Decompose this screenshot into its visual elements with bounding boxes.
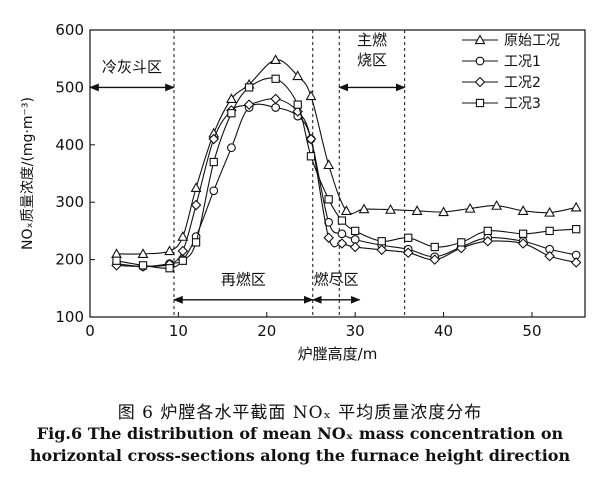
data-point [164,245,175,256]
data-point [336,238,348,249]
data-point [138,261,148,270]
region-label: 主燃 [357,31,387,49]
data-point [491,200,503,210]
data-point [377,237,386,246]
data-point [243,99,255,110]
data-point [324,195,333,204]
data-point [518,229,528,238]
data-point [225,93,237,104]
data-point [483,226,492,236]
y-tick-label: 200 [55,251,84,269]
data-point [292,70,304,81]
legend-marker [474,34,486,45]
figure-caption-english-line2: horizontal cross-sections along the furn… [29,446,571,465]
legend-label: 工况3 [504,96,541,112]
y-tick-label: 300 [55,193,84,211]
y-axis-label: NOₓ质量浓度/(mg·m⁻³) [20,97,36,250]
data-point [337,229,347,239]
data-point [572,225,581,234]
data-point [404,233,413,242]
data-point [305,133,317,145]
data-point [544,250,555,262]
data-point [208,133,220,145]
data-point [376,244,387,256]
data-point [323,232,334,244]
data-point [177,231,189,241]
data-point [438,206,450,217]
data-point [190,199,202,211]
data-point [570,257,582,268]
data-point [227,143,236,153]
legend-label: 工况2 [504,75,541,91]
data-point [358,203,370,214]
data-point [137,248,149,259]
data-point [570,201,582,212]
nox-chart: 0 10 20 30 40 50 100 200 300 400 500 600 炉膛高度/m NOₓ质量… [20,21,586,363]
x-tick-label: 20 [257,322,276,340]
data-point [306,152,316,161]
data-point [430,242,439,252]
data-point [351,226,360,236]
data-point [544,206,556,217]
x-tick-label: 40 [434,322,453,340]
region-label: 燃尽区 [314,270,359,288]
data-point [323,159,335,170]
data-point [457,238,466,247]
legend-label: 工况1 [504,54,541,70]
data-point [271,103,280,112]
y-tick-label: 400 [55,136,84,154]
data-point [244,83,254,92]
data-point [270,54,282,64]
plot-frame [89,29,586,318]
data-point [293,100,302,109]
data-point [270,93,281,105]
x-tick-label: 10 [169,322,188,340]
legend-marker [474,76,486,88]
legend-marker [475,98,485,108]
figure-caption-english-line1: Fig.6 The distribution of mean NOₓ mass … [36,424,564,443]
data-point [209,157,218,167]
data-point [464,202,476,213]
data-point [178,256,187,265]
x-tick-label: 50 [522,322,541,340]
data-point [517,238,529,249]
data-point [411,205,423,215]
x-tick-label: 30 [346,322,365,340]
region-label: 冷灰斗区 [102,58,162,76]
data-point [227,109,236,118]
data-point [517,205,529,215]
region-label: 再燃区 [221,270,266,288]
data-point [545,226,554,236]
data-point [385,204,396,214]
data-point [209,186,219,196]
series-line-4 [116,77,577,269]
y-tick-label: 100 [55,308,84,326]
data-point [340,205,352,215]
x-tick-label: 0 [85,322,95,340]
region-label: 烧区 [357,51,387,69]
data-point [112,256,121,265]
legend-marker [475,56,485,66]
data-point [191,238,201,247]
data-point [482,235,494,247]
figure-caption-chinese: 图 6 炉膛各水平截面 NOₓ 平均质量浓度分布 [117,403,483,423]
data-point [177,245,189,257]
data-point [349,241,361,253]
data-point [190,182,202,192]
data-point [271,74,280,83]
series-line-2 [116,103,577,268]
data-point [402,247,414,258]
y-tick-label: 500 [55,78,84,96]
data-point [337,216,347,225]
legend-label: 原始工况 [504,33,560,49]
data-point [305,90,317,101]
y-tick-label: 600 [55,21,84,39]
x-axis-label: 炉膛高度/m [298,345,378,363]
series-line-3 [116,98,577,268]
data-point [429,254,441,265]
series-line-1 [116,59,577,255]
data-point [165,264,174,273]
